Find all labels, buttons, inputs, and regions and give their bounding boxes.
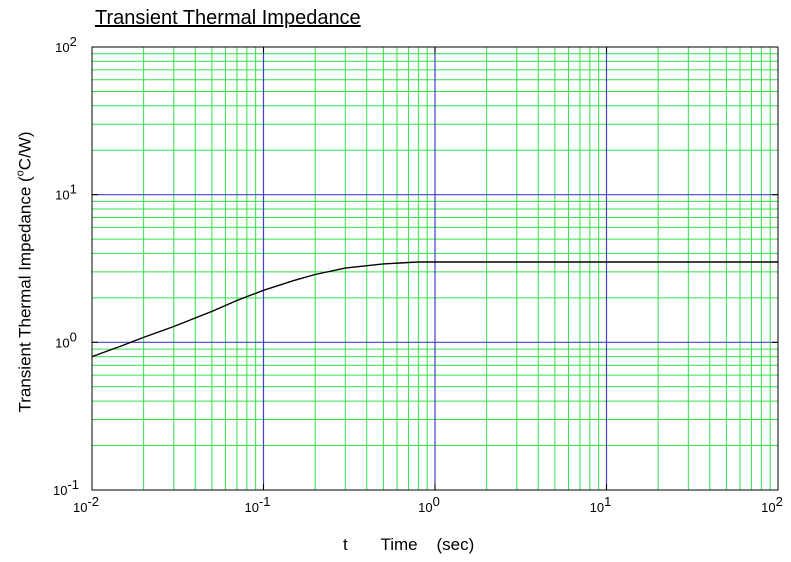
- x-tick-label: 100: [418, 494, 440, 515]
- axis-ticks: [91, 46, 779, 491]
- y-tick-label: 10-1: [53, 477, 79, 498]
- chart-title: Transient Thermal Impedance: [95, 7, 361, 29]
- y-tick-label: 100: [55, 329, 77, 350]
- major-grid: [92, 47, 778, 490]
- series-line-1: [91, 261, 778, 358]
- x-axis-label: t Time (sec): [343, 535, 475, 554]
- x-tick-label: 10-1: [244, 494, 270, 515]
- x-tick-label: 102: [761, 494, 783, 515]
- x-tick-label: 10-2: [73, 494, 99, 515]
- y-tick-label: 101: [55, 182, 77, 203]
- y-axis-label-suffix: C/W): [15, 131, 35, 171]
- y-axis-label-prefix: Transient Thermal Impedance (: [15, 176, 35, 413]
- series-layer: [91, 261, 778, 358]
- y-axis-label: Transient Thermal Impedance (oC/W): [15, 131, 36, 412]
- y-tick-label: 102: [55, 34, 77, 55]
- x-tick-label: 101: [590, 494, 612, 515]
- y-axis-label-degree: o: [14, 170, 27, 177]
